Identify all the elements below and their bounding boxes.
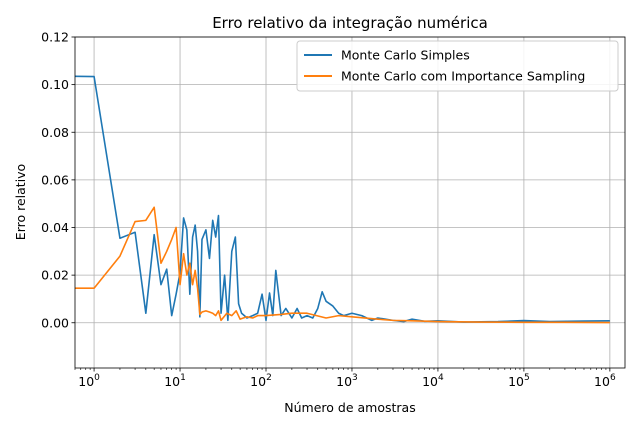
- x-tick-exponent: 5: [524, 373, 530, 383]
- x-tick-exponent: 4: [438, 373, 444, 383]
- y-tick-label: 0.08: [41, 125, 69, 140]
- series-line-simples: [75, 75, 610, 323]
- x-tick-label: 103: [336, 373, 358, 389]
- plot-frame: [74, 36, 626, 369]
- chart-title: Erro relativo da integração numérica: [212, 14, 488, 32]
- y-axis-label: Erro relativo: [13, 164, 28, 240]
- x-tick-base: 10: [508, 374, 524, 389]
- y-tick-label: 0.12: [41, 30, 69, 45]
- y-tick-label: 0.10: [41, 77, 69, 92]
- x-tick-base: 10: [78, 374, 94, 389]
- legend-box: [296, 40, 619, 92]
- x-tick-base: 10: [164, 374, 180, 389]
- y-tick-label: 0.04: [41, 220, 69, 235]
- x-tick-label: 101: [164, 373, 186, 389]
- x-tick-exponent: 6: [610, 373, 616, 383]
- x-tick-base: 10: [594, 374, 610, 389]
- x-tick-exponent: 1: [180, 373, 186, 383]
- legend-label-simples: Monte Carlo Simples: [341, 48, 470, 63]
- x-tick-base: 10: [250, 374, 266, 389]
- x-axis: 100 101 102 103 104 105 106: [74, 368, 616, 389]
- x-tick-exponent: 0: [94, 373, 100, 383]
- x-tick-label: 104: [422, 373, 444, 389]
- x-tick-exponent: 3: [352, 373, 358, 383]
- y-axis: 0.00 0.02 0.04 0.06 0.08 0.10 0.12: [41, 30, 75, 330]
- x-tick-base: 10: [336, 374, 352, 389]
- y-tick-label: 0.06: [41, 172, 69, 187]
- x-tick-label: 105: [508, 373, 530, 389]
- series-line-importance: [75, 206, 610, 324]
- legend: Monte Carlo Simples Monte Carlo com Impo…: [296, 40, 619, 92]
- x-tick-label: 100: [78, 373, 100, 389]
- x-tick-exponent: 2: [266, 373, 272, 383]
- x-axis-label: Número de amostras: [284, 400, 415, 415]
- y-tick-label: 0.02: [41, 268, 69, 283]
- x-tick-label: 106: [594, 373, 616, 389]
- x-tick-label: 102: [250, 373, 272, 389]
- legend-label-importance: Monte Carlo com Importance Sampling: [341, 69, 585, 84]
- x-tick-base: 10: [422, 374, 438, 389]
- series-layer: [75, 75, 610, 324]
- y-tick-label: 0.00: [41, 315, 69, 330]
